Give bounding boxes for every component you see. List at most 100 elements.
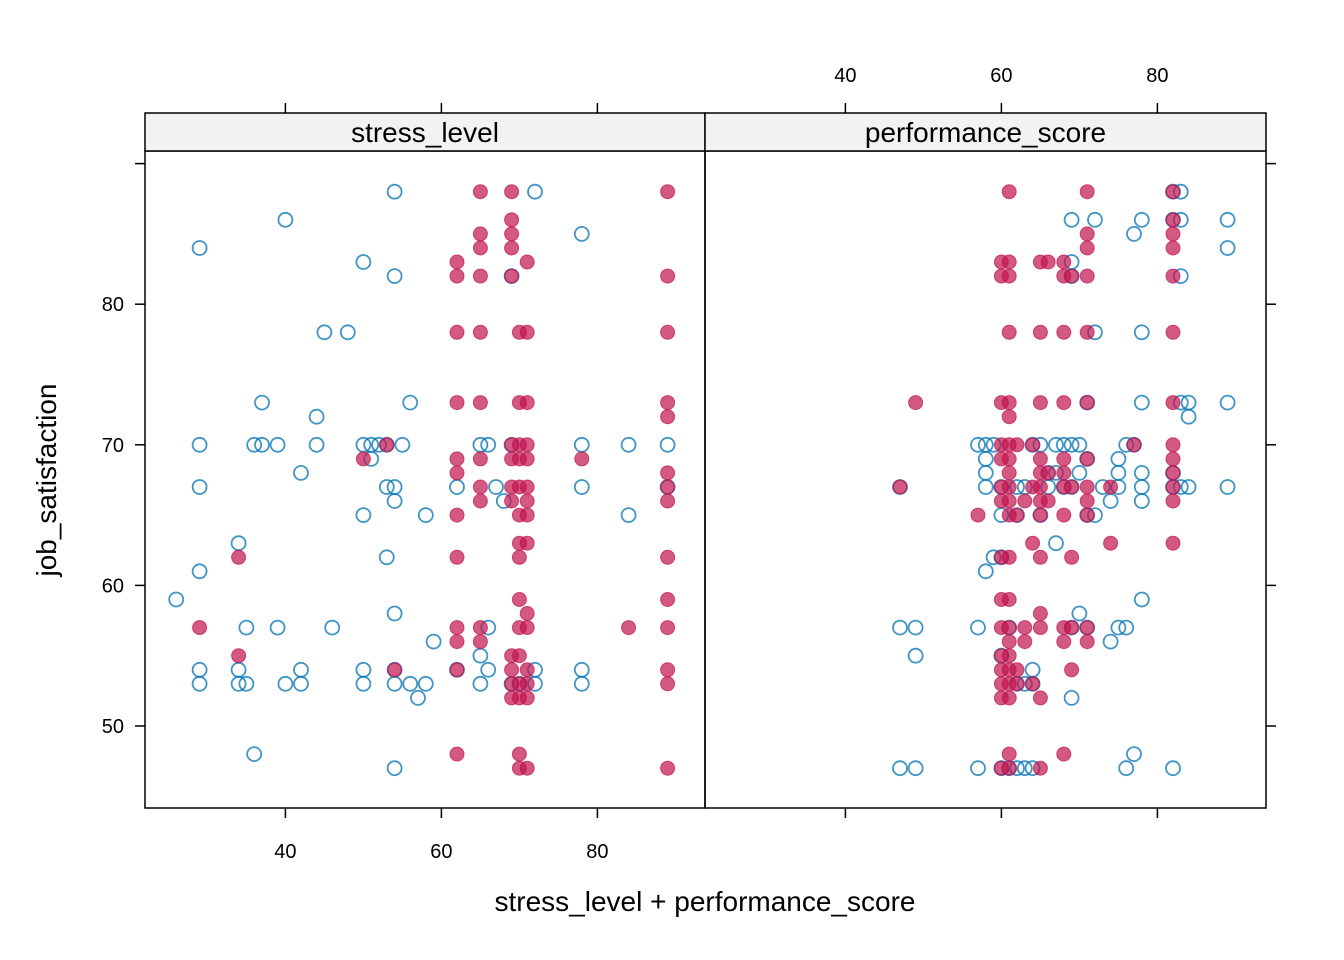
point-open (1133, 324, 1150, 341)
point-open (1063, 211, 1080, 228)
x-tick-label: 80 (1146, 65, 1168, 87)
panel-frame (144, 150, 706, 809)
point-open (1180, 479, 1197, 495)
strip-stress-level (144, 112, 706, 152)
point-filled (504, 184, 520, 200)
point-filled (1126, 437, 1142, 453)
point-open (620, 436, 637, 453)
point-filled (1017, 620, 1033, 636)
point-filled (1009, 507, 1025, 523)
point-open (1219, 479, 1236, 495)
point-open (191, 675, 208, 692)
point-filled (908, 395, 924, 411)
x-tick-label: 40 (834, 65, 856, 87)
point-open (386, 268, 403, 285)
point-filled (1079, 184, 1095, 200)
point-open (191, 563, 208, 580)
point-filled (1001, 746, 1017, 762)
point-filled (1040, 493, 1056, 509)
point-filled (1001, 254, 1017, 270)
point-filled (472, 479, 488, 495)
point-open (1180, 408, 1197, 425)
point-filled (1056, 507, 1072, 523)
point-filled (472, 240, 488, 256)
strip-label: performance_score (865, 117, 1106, 148)
point-filled (1025, 676, 1041, 692)
points (168, 183, 1236, 777)
point-open (1133, 479, 1150, 495)
point-filled (1001, 634, 1017, 650)
point-filled (892, 479, 908, 495)
point-filled (231, 648, 247, 664)
point-open (1048, 436, 1064, 453)
x-tick-label: 60 (430, 841, 452, 863)
point-open (907, 619, 924, 636)
point-filled (387, 662, 403, 678)
point-open (659, 436, 676, 453)
point-open (191, 479, 208, 495)
point-filled (472, 226, 488, 242)
point-filled (1001, 690, 1017, 706)
x-tick-label: 60 (990, 65, 1012, 87)
point-open (620, 507, 637, 523)
point-open (246, 746, 263, 762)
y-tick-label: 60 (102, 575, 124, 597)
point-open (386, 760, 403, 777)
point-filled (1079, 493, 1095, 509)
point-filled (1001, 465, 1017, 481)
point-filled (1001, 324, 1017, 340)
point-open (269, 436, 286, 453)
point-filled (1001, 479, 1017, 495)
x-tick-label: 80 (586, 841, 608, 863)
point-open (488, 479, 504, 495)
point-open (269, 619, 286, 636)
point-open (402, 394, 419, 411)
point-filled (449, 634, 465, 650)
point-filled (472, 493, 488, 509)
point-filled (1025, 437, 1041, 453)
point-filled (519, 662, 535, 678)
point-open (1087, 211, 1103, 228)
point-open (316, 324, 333, 341)
point-filled (660, 479, 676, 495)
point-filled (660, 184, 676, 200)
point-filled (1103, 479, 1119, 495)
point-filled (1165, 437, 1181, 453)
point-open (1133, 394, 1150, 411)
point-open (1024, 661, 1041, 678)
point-filled (1056, 465, 1072, 481)
point-filled (621, 620, 637, 636)
point-filled (1032, 690, 1048, 706)
point-open (308, 408, 325, 425)
point-filled (1025, 535, 1041, 551)
point-filled (504, 268, 520, 284)
point-filled (660, 493, 676, 509)
point-filled (1165, 268, 1181, 284)
point-filled (1079, 620, 1095, 636)
point-filled (1064, 268, 1080, 284)
point-filled (1165, 493, 1181, 509)
point-open (293, 464, 309, 481)
point-filled (660, 268, 676, 284)
point-filled (1001, 409, 1017, 425)
point-open (1071, 464, 1088, 481)
point-filled (1079, 240, 1095, 256)
point-filled (574, 451, 590, 467)
point-filled (355, 451, 371, 467)
point-open (480, 436, 497, 453)
y-tick-label: 50 (102, 716, 124, 738)
point-filled (1032, 324, 1048, 340)
point-open (1133, 591, 1150, 608)
point-open (191, 240, 208, 256)
point-filled (519, 479, 535, 495)
point-filled (1009, 662, 1025, 678)
point-open (1110, 464, 1127, 481)
point-open (1219, 394, 1236, 411)
point-open (339, 324, 356, 341)
point-filled (1001, 395, 1017, 411)
point-filled (1079, 268, 1095, 284)
point-open (970, 436, 986, 453)
point-filled (1165, 184, 1181, 200)
point-open (363, 436, 380, 453)
point-open (1063, 690, 1080, 706)
